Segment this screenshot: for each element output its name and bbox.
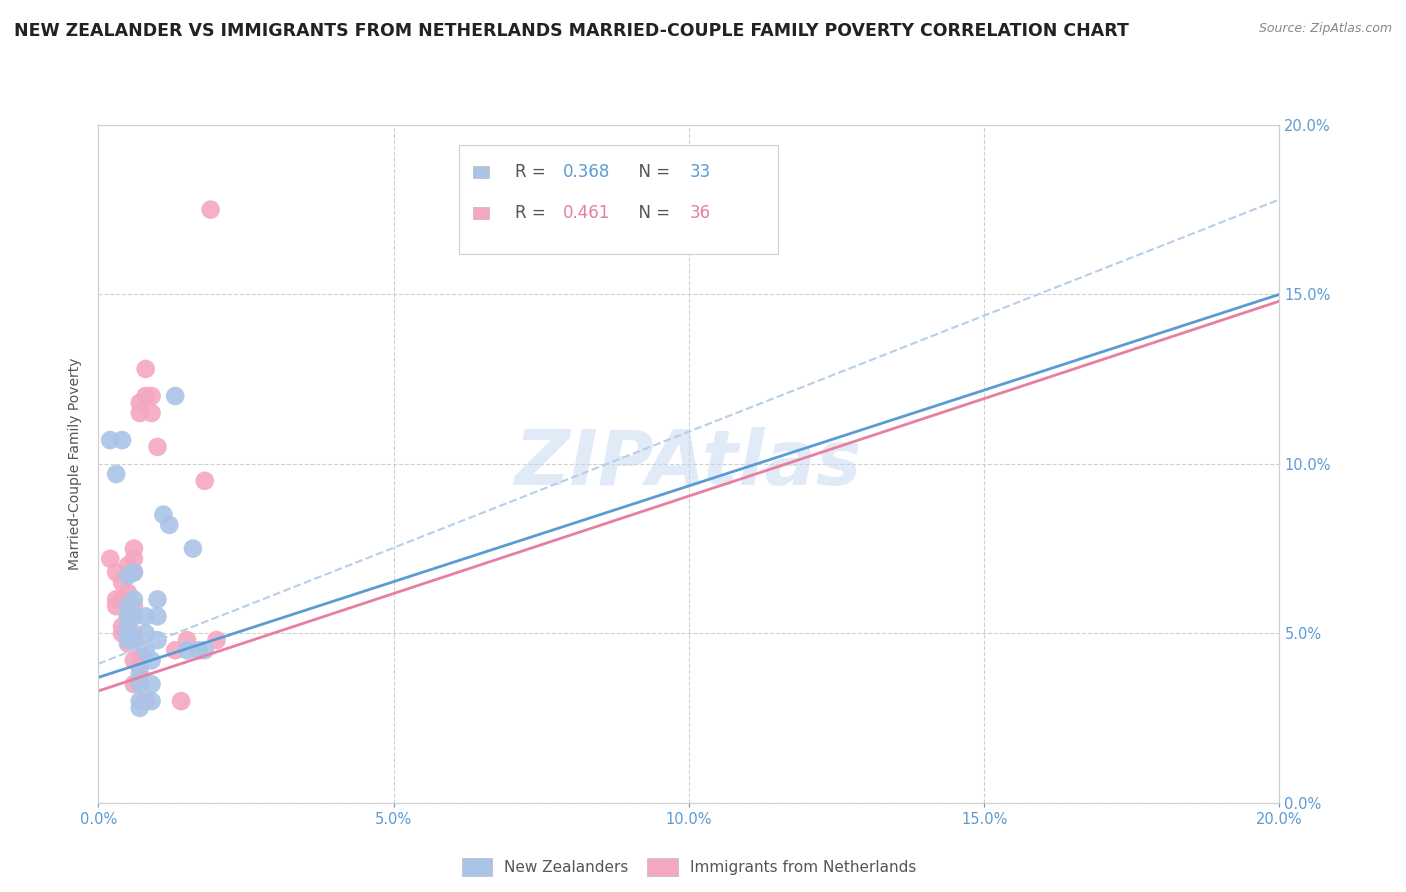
Point	[117, 619, 139, 633]
Point	[111, 626, 134, 640]
Point	[135, 643, 157, 657]
Point	[141, 389, 163, 403]
Point	[105, 566, 128, 580]
FancyBboxPatch shape	[458, 145, 778, 253]
Point	[141, 406, 163, 420]
Point	[146, 440, 169, 454]
Point	[105, 592, 128, 607]
Point	[117, 609, 139, 624]
Text: R =: R =	[516, 163, 551, 181]
Point	[111, 619, 134, 633]
Point	[128, 660, 150, 674]
Point	[170, 694, 193, 708]
Point	[117, 585, 139, 599]
Point	[194, 643, 217, 657]
Point	[152, 508, 174, 522]
Point	[122, 551, 145, 566]
Point	[157, 517, 180, 532]
Point	[117, 626, 139, 640]
Legend: New Zealanders, Immigrants from Netherlands: New Zealanders, Immigrants from Netherla…	[454, 850, 924, 883]
Text: N =: N =	[627, 204, 675, 222]
Text: N =: N =	[627, 163, 675, 181]
Point	[105, 599, 128, 614]
Point	[187, 643, 209, 657]
Point	[122, 566, 145, 580]
Text: NEW ZEALANDER VS IMMIGRANTS FROM NETHERLANDS MARRIED-COUPLE FAMILY POVERTY CORRE: NEW ZEALANDER VS IMMIGRANTS FROM NETHERL…	[14, 22, 1129, 40]
Point	[122, 599, 145, 614]
Point	[122, 653, 145, 667]
Point	[128, 701, 150, 715]
Bar	[472, 207, 489, 219]
Point	[117, 636, 139, 650]
Point	[98, 433, 121, 447]
Text: 0.368: 0.368	[562, 163, 610, 181]
Point	[200, 202, 222, 217]
Point	[117, 558, 139, 573]
Point	[135, 609, 157, 624]
Point	[176, 633, 198, 648]
Point	[128, 406, 150, 420]
Point	[117, 633, 139, 648]
Point	[165, 389, 187, 403]
Point	[146, 609, 169, 624]
Text: ZIPAtlas: ZIPAtlas	[515, 427, 863, 500]
Point	[105, 467, 128, 481]
Point	[117, 568, 139, 582]
Point	[135, 362, 157, 376]
Point	[128, 677, 150, 691]
Point	[165, 643, 187, 657]
Point	[194, 474, 217, 488]
Point	[98, 551, 121, 566]
Point	[205, 633, 228, 648]
Point	[111, 575, 134, 590]
Point	[117, 609, 139, 624]
Text: 0.461: 0.461	[562, 204, 610, 222]
Text: Source: ZipAtlas.com: Source: ZipAtlas.com	[1258, 22, 1392, 36]
Point	[135, 694, 157, 708]
Point	[181, 541, 204, 556]
Point	[122, 541, 145, 556]
Point	[117, 626, 139, 640]
Point	[141, 653, 163, 667]
Point	[111, 433, 134, 447]
Point	[141, 694, 163, 708]
Point	[128, 667, 150, 681]
Text: R =: R =	[516, 204, 551, 222]
Point	[135, 389, 157, 403]
Point	[128, 396, 150, 410]
Y-axis label: Married-Couple Family Poverty: Married-Couple Family Poverty	[69, 358, 83, 570]
Point	[128, 643, 150, 657]
Point	[117, 599, 139, 614]
Point	[146, 633, 169, 648]
Point	[135, 626, 157, 640]
Point	[111, 592, 134, 607]
Point	[122, 626, 145, 640]
Point	[128, 694, 150, 708]
Point	[122, 633, 145, 648]
Point	[122, 566, 145, 580]
Bar	[472, 166, 489, 178]
Point	[122, 609, 145, 624]
Point	[141, 677, 163, 691]
Text: 33: 33	[690, 163, 711, 181]
Point	[122, 592, 145, 607]
Point	[122, 677, 145, 691]
Point	[176, 643, 198, 657]
Text: 36: 36	[690, 204, 711, 222]
Point	[146, 592, 169, 607]
